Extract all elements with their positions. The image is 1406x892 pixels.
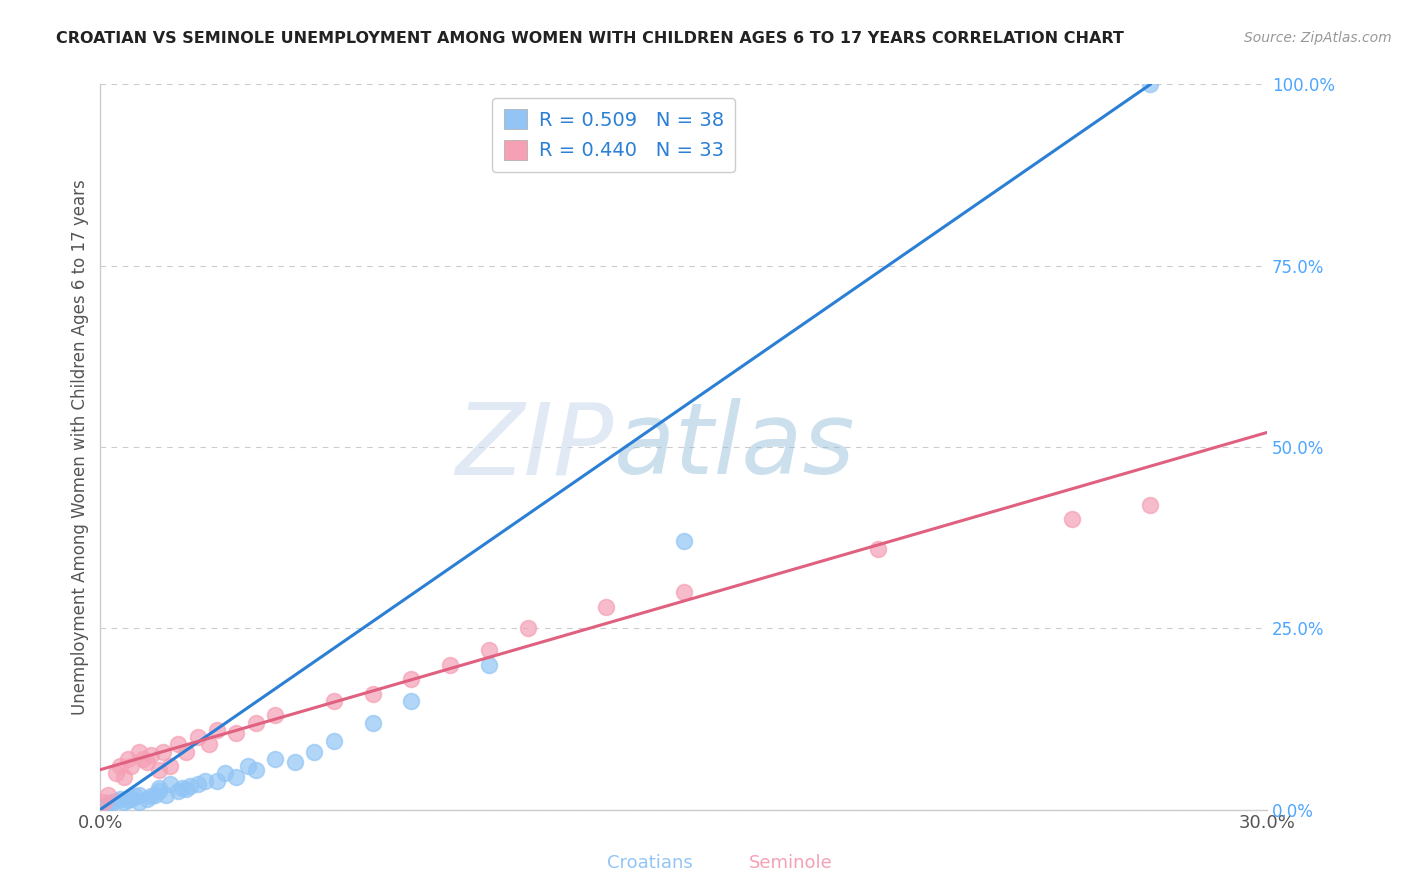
Text: Source: ZipAtlas.com: Source: ZipAtlas.com	[1244, 31, 1392, 45]
Point	[112, 795, 135, 809]
Point	[205, 723, 228, 737]
Point	[174, 745, 197, 759]
Text: ZIP: ZIP	[456, 399, 613, 495]
Point	[174, 782, 197, 797]
Text: Croatians: Croatians	[607, 855, 692, 872]
Point	[187, 777, 209, 791]
Point	[205, 773, 228, 788]
Point	[155, 788, 177, 802]
Point	[302, 745, 325, 759]
Point	[167, 737, 190, 751]
Point	[148, 780, 170, 795]
Point	[361, 686, 384, 700]
Point	[187, 730, 209, 744]
Point	[401, 672, 423, 686]
Point	[132, 752, 155, 766]
Point	[179, 780, 201, 794]
Point	[120, 791, 142, 805]
Point	[104, 794, 127, 808]
Point	[361, 715, 384, 730]
Point	[517, 621, 540, 635]
Point	[148, 763, 170, 777]
Point	[112, 770, 135, 784]
Point	[868, 541, 890, 556]
Point	[93, 795, 115, 809]
Point	[139, 748, 162, 763]
Point	[264, 708, 287, 723]
Point	[152, 745, 174, 759]
Point	[225, 726, 247, 740]
Point	[148, 784, 170, 798]
Point	[236, 759, 259, 773]
Legend: R = 0.509   N = 38, R = 0.440   N = 33: R = 0.509 N = 38, R = 0.440 N = 33	[492, 98, 735, 172]
Point	[167, 784, 190, 798]
Point	[136, 791, 159, 805]
Point	[322, 694, 344, 708]
Point	[117, 752, 139, 766]
Point	[104, 766, 127, 780]
Point	[225, 770, 247, 784]
Point	[128, 788, 150, 802]
Point	[439, 657, 461, 672]
Point	[93, 798, 115, 813]
Point	[245, 715, 267, 730]
Point	[170, 780, 193, 795]
Point	[194, 773, 217, 788]
Text: Seminole: Seminole	[748, 855, 832, 872]
Point	[245, 763, 267, 777]
Point	[322, 733, 344, 747]
Point	[672, 585, 695, 599]
Point	[97, 788, 120, 802]
Text: CROATIAN VS SEMINOLE UNEMPLOYMENT AMONG WOMEN WITH CHILDREN AGES 6 TO 17 YEARS C: CROATIAN VS SEMINOLE UNEMPLOYMENT AMONG …	[56, 31, 1125, 46]
Y-axis label: Unemployment Among Women with Children Ages 6 to 17 years: Unemployment Among Women with Children A…	[72, 179, 89, 714]
Point	[143, 788, 166, 802]
Point	[1139, 498, 1161, 512]
Point	[101, 795, 124, 809]
Point	[1139, 78, 1161, 92]
Point	[136, 756, 159, 770]
Point	[478, 643, 501, 657]
Point	[1062, 512, 1084, 526]
Point	[159, 777, 181, 791]
Point	[108, 759, 131, 773]
Point	[214, 766, 236, 780]
Point	[120, 759, 142, 773]
Point	[264, 752, 287, 766]
Point	[124, 789, 146, 804]
Point	[478, 657, 501, 672]
Point	[117, 793, 139, 807]
Point	[139, 789, 162, 804]
Point	[595, 599, 617, 614]
Point	[97, 797, 120, 811]
Point	[198, 737, 221, 751]
Point	[284, 756, 307, 770]
Text: atlas: atlas	[613, 399, 855, 495]
Point	[108, 791, 131, 805]
Point	[128, 745, 150, 759]
Point	[672, 534, 695, 549]
Point	[159, 759, 181, 773]
Point	[401, 694, 423, 708]
Point	[128, 795, 150, 809]
